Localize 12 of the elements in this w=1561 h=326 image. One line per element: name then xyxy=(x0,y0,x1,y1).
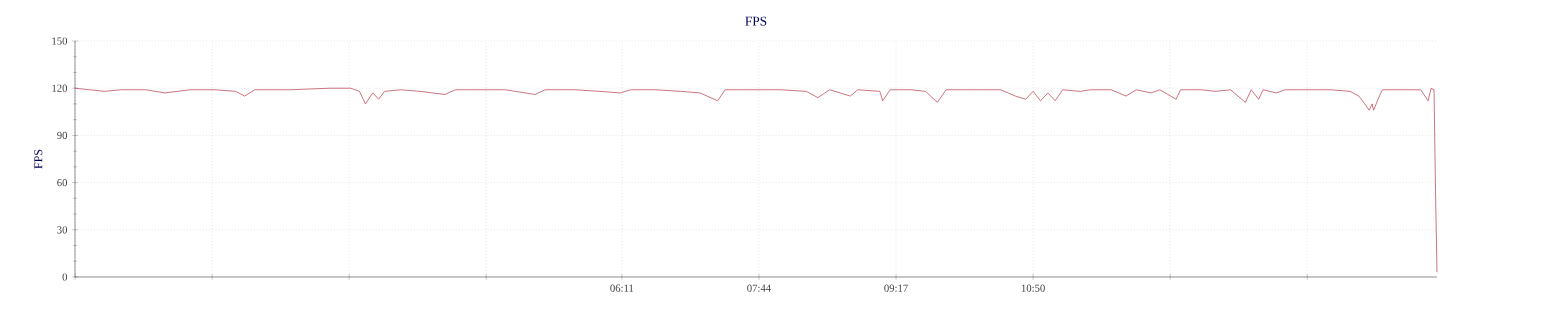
x-tick-label: 06:11 xyxy=(610,284,634,292)
y-tick-label: 150 xyxy=(52,37,68,45)
x-tick-label: 07:44 xyxy=(747,284,771,292)
y-axis-title: FPS xyxy=(34,149,43,169)
y-tick-label: 90 xyxy=(57,131,68,139)
y-tick-label: 30 xyxy=(57,226,68,234)
y-tick-label: 120 xyxy=(52,84,68,92)
x-tick-label: 10:50 xyxy=(1021,284,1045,292)
x-tick-label: 09:17 xyxy=(884,284,908,292)
y-tick-label: 60 xyxy=(57,179,68,187)
y-tick-label: 0 xyxy=(62,273,68,281)
chart-title: FPS xyxy=(745,16,767,26)
